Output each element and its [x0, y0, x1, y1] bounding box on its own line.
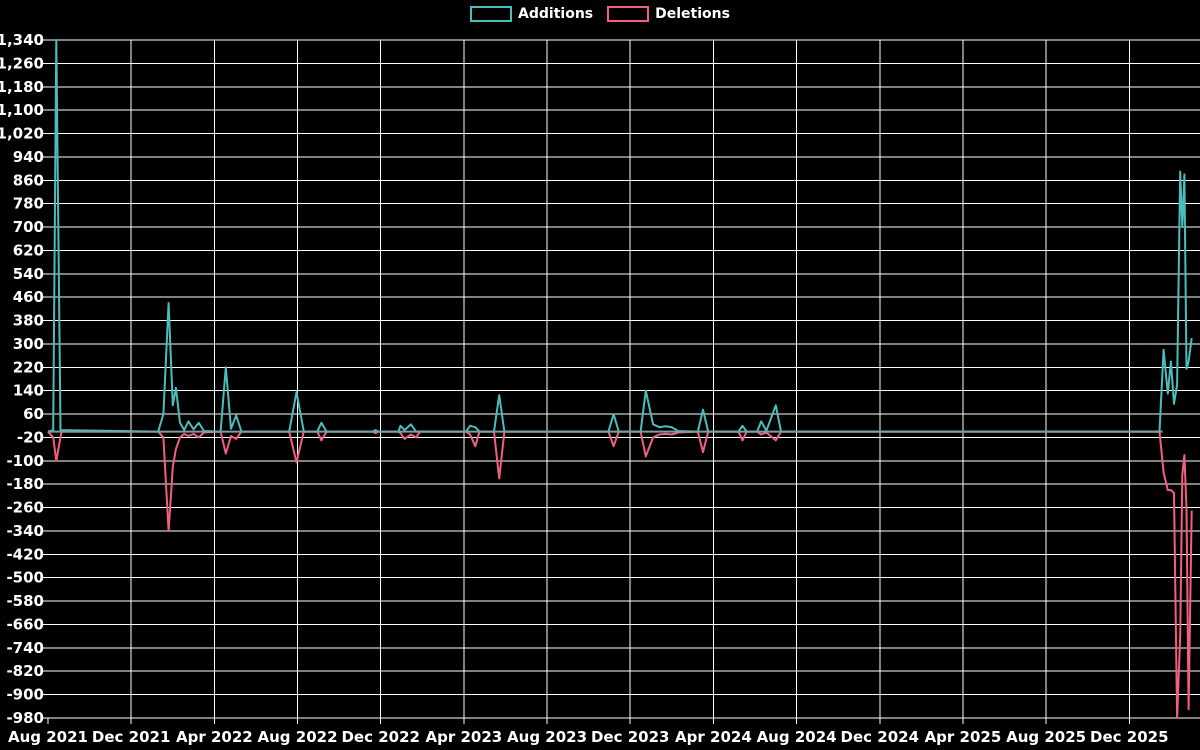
y-tick-label: -740 [6, 639, 44, 657]
x-tick-label: Apr 2024 [675, 728, 752, 746]
y-tick-label: -20 [17, 428, 44, 446]
y-tick-label: 1,020 [0, 125, 44, 143]
y-tick-label: 1,260 [0, 54, 44, 72]
y-tick-label: 1,340 [0, 31, 44, 49]
legend-item-additions[interactable]: Additions [470, 6, 593, 22]
x-tick-label: Apr 2025 [925, 728, 1002, 746]
x-tick-label: Aug 2025 [1006, 728, 1086, 746]
y-tick-label: -420 [6, 545, 44, 563]
y-tick-label: 220 [13, 358, 44, 376]
x-tick-label: Dec 2021 [92, 728, 171, 746]
y-tick-label: -340 [6, 522, 44, 540]
y-tick-label: -100 [6, 452, 44, 470]
y-tick-label: -820 [6, 662, 44, 680]
x-tick-label: Dec 2024 [841, 728, 920, 746]
x-tick-label: Aug 2024 [757, 728, 837, 746]
x-tick-label: Aug 2023 [507, 728, 587, 746]
chart-legend: Additions Deletions [0, 6, 1200, 22]
y-tick-label: 780 [13, 195, 44, 213]
y-tick-label: 60 [23, 405, 44, 423]
x-tick-label: Dec 2022 [341, 728, 420, 746]
y-tick-label: -260 [6, 499, 44, 517]
series-deletions-line [47, 430, 1193, 719]
y-tick-label: 940 [13, 148, 44, 166]
y-tick-label: -580 [6, 592, 44, 610]
series-additions-line [47, 39, 1193, 433]
y-tick-label: 1,100 [0, 101, 44, 119]
y-tick-label: 460 [13, 288, 44, 306]
x-tick-label: Apr 2023 [426, 728, 503, 746]
legend-label-additions: Additions [518, 6, 594, 22]
y-tick-label: 540 [13, 265, 44, 283]
x-tick-label: Aug 2021 [8, 728, 88, 746]
y-tick-label: 300 [13, 335, 44, 353]
y-tick-label: 700 [13, 218, 44, 236]
y-tick-label: 620 [13, 241, 44, 259]
additions-swatch-icon [470, 6, 513, 22]
y-tick-label: -980 [6, 709, 44, 727]
y-tick-label: 860 [13, 171, 44, 189]
y-tick-label: 380 [13, 312, 44, 330]
y-tick-label: -660 [6, 615, 44, 633]
deletions-swatch-icon [607, 6, 650, 22]
x-tick-label: Apr 2022 [176, 728, 253, 746]
x-tick-label: Aug 2022 [258, 728, 338, 746]
legend-label-deletions: Deletions [655, 6, 730, 22]
y-tick-label: 140 [13, 382, 44, 400]
y-tick-label: 1,180 [0, 78, 44, 96]
x-tick-label: Dec 2025 [1090, 728, 1169, 746]
y-tick-label: -500 [6, 569, 44, 587]
y-tick-label: -900 [6, 686, 44, 704]
y-tick-label: -180 [6, 475, 44, 493]
x-tick-label: Dec 2023 [591, 728, 670, 746]
legend-item-deletions[interactable]: Deletions [607, 6, 730, 22]
